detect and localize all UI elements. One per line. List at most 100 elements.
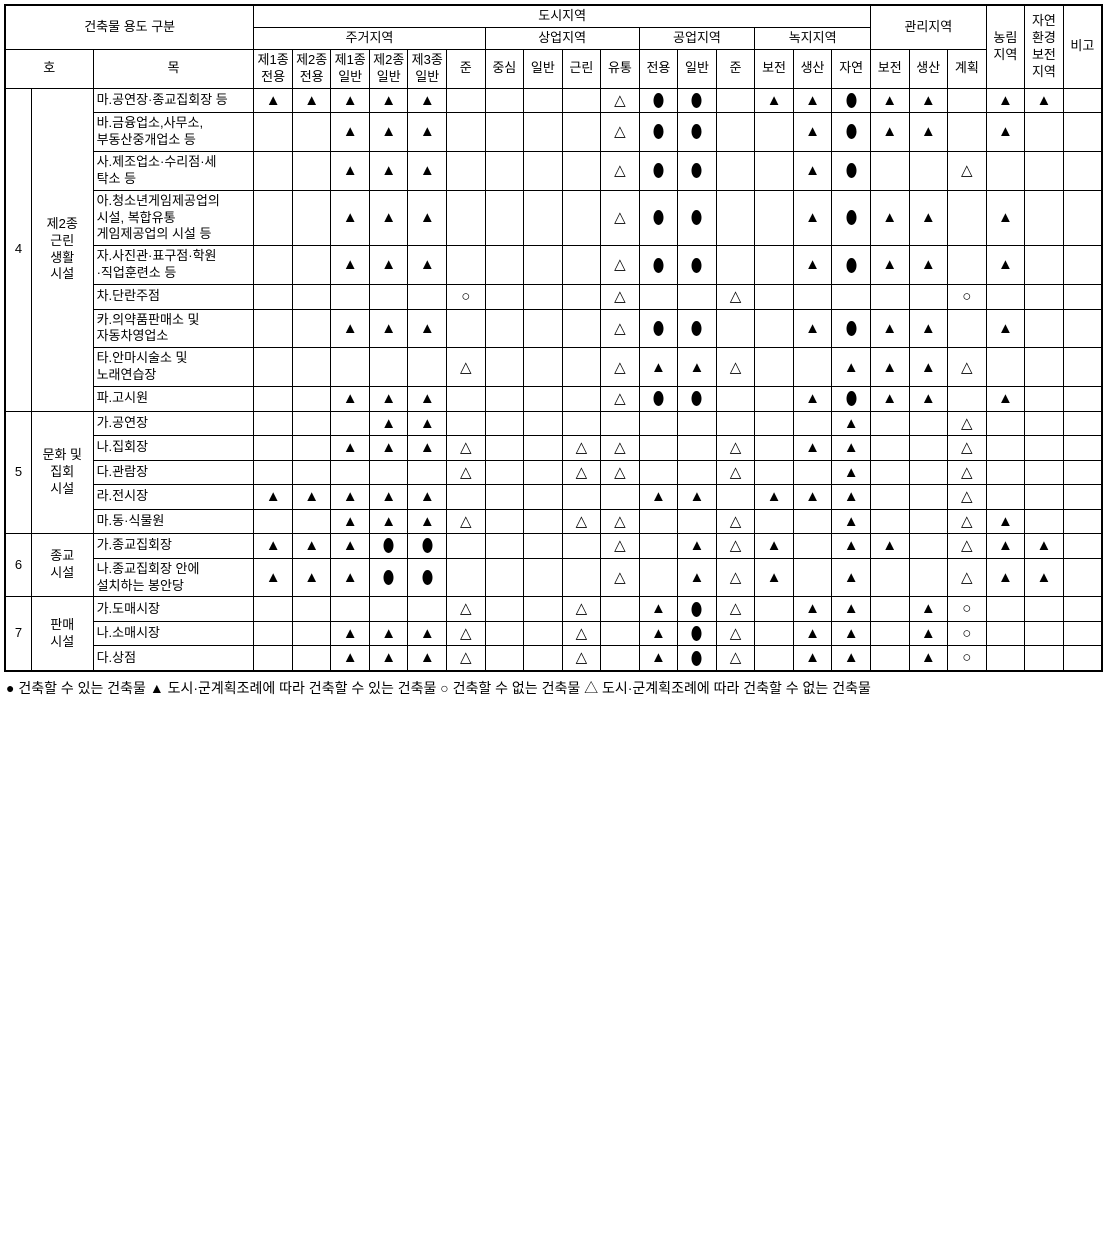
symbol-cell: ▲ bbox=[909, 113, 948, 152]
symbol-cell: ▲ bbox=[793, 151, 832, 190]
symbol-cell: ▲ bbox=[909, 88, 948, 113]
symbol-cell bbox=[292, 411, 331, 436]
symbol-cell: ▲ bbox=[793, 113, 832, 152]
hdr-remark: 비고 bbox=[1063, 5, 1102, 88]
group-number: 7 bbox=[5, 597, 31, 671]
row-description: 카.의약품판매소 및 자동차영업소 bbox=[93, 309, 254, 348]
symbol-cell bbox=[1025, 436, 1064, 461]
row-description: 아.청소년게임제공업의 시설, 복합유통 게임제공업의 시설 등 bbox=[93, 190, 254, 246]
hdr-res1: 제1종 전용 bbox=[254, 49, 293, 88]
symbol-cell bbox=[832, 246, 871, 285]
symbol-cell bbox=[1063, 387, 1102, 412]
symbol-cell bbox=[793, 285, 832, 310]
symbol-cell bbox=[369, 597, 408, 622]
symbol-cell bbox=[254, 646, 293, 671]
symbol-cell: ▲ bbox=[639, 485, 678, 510]
symbol-cell bbox=[755, 246, 794, 285]
symbol-cell bbox=[485, 285, 524, 310]
symbol-cell: △ bbox=[447, 597, 486, 622]
symbol-cell bbox=[986, 597, 1025, 622]
symbol-cell bbox=[639, 534, 678, 559]
symbol-cell: ▲ bbox=[986, 509, 1025, 534]
symbol-cell bbox=[870, 285, 909, 310]
symbol-cell bbox=[793, 509, 832, 534]
symbol-cell bbox=[292, 387, 331, 412]
symbol-cell bbox=[485, 646, 524, 671]
symbol-cell bbox=[485, 460, 524, 485]
table-row: 다.관람장△△△△▲△ bbox=[5, 460, 1102, 485]
symbol-cell: ▲ bbox=[909, 348, 948, 387]
symbol-cell bbox=[447, 246, 486, 285]
symbol-cell bbox=[948, 309, 987, 348]
symbol-cell bbox=[1025, 190, 1064, 246]
building-usage-table: 건축물 용도 구분 도시지역 관리지역 농림 지역 자연 환경 보전 지역 비고… bbox=[4, 4, 1103, 672]
row-description: 가.종교집회장 bbox=[93, 534, 254, 559]
symbol-cell bbox=[292, 246, 331, 285]
symbol-cell bbox=[678, 190, 717, 246]
symbol-cell: △ bbox=[601, 88, 640, 113]
symbol-cell: ▲ bbox=[986, 190, 1025, 246]
symbol-cell bbox=[1025, 485, 1064, 510]
table-row: 자.사진관·표구점·학원 ·직업훈련소 등▲▲▲△▲▲▲▲ bbox=[5, 246, 1102, 285]
symbol-cell: ▲ bbox=[369, 309, 408, 348]
symbol-cell bbox=[755, 597, 794, 622]
symbol-cell bbox=[793, 460, 832, 485]
symbol-cell bbox=[870, 460, 909, 485]
symbol-cell bbox=[485, 190, 524, 246]
symbol-cell bbox=[755, 309, 794, 348]
row-description: 나.종교집회장 안에 설치하는 봉안당 bbox=[93, 558, 254, 597]
symbol-cell bbox=[1063, 285, 1102, 310]
symbol-cell: △ bbox=[601, 436, 640, 461]
hdr-grn2: 생산 bbox=[793, 49, 832, 88]
symbol-cell bbox=[524, 621, 563, 646]
symbol-cell: △ bbox=[601, 387, 640, 412]
symbol-cell bbox=[755, 151, 794, 190]
symbol-cell bbox=[292, 436, 331, 461]
symbol-cell bbox=[678, 309, 717, 348]
symbol-cell: ▲ bbox=[331, 309, 370, 348]
symbol-cell bbox=[524, 309, 563, 348]
symbol-cell bbox=[716, 309, 755, 348]
symbol-cell: △ bbox=[948, 348, 987, 387]
symbol-cell bbox=[909, 460, 948, 485]
symbol-cell bbox=[408, 285, 447, 310]
symbol-cell: △ bbox=[716, 436, 755, 461]
symbol-cell bbox=[716, 387, 755, 412]
symbol-cell bbox=[292, 113, 331, 152]
symbol-cell: ▲ bbox=[832, 436, 871, 461]
symbol-cell: ▲ bbox=[292, 558, 331, 597]
symbol-cell bbox=[562, 534, 601, 559]
symbol-cell bbox=[292, 646, 331, 671]
symbol-cell bbox=[447, 558, 486, 597]
symbol-cell: ▲ bbox=[986, 88, 1025, 113]
hdr-green: 녹지지역 bbox=[755, 27, 871, 49]
symbol-cell bbox=[870, 151, 909, 190]
symbol-cell bbox=[524, 485, 563, 510]
symbol-cell: ▲ bbox=[870, 387, 909, 412]
symbol-cell bbox=[1025, 509, 1064, 534]
symbol-cell bbox=[331, 285, 370, 310]
symbol-cell bbox=[755, 285, 794, 310]
group-number: 4 bbox=[5, 88, 31, 411]
hdr-res5: 제3종 일반 bbox=[408, 49, 447, 88]
symbol-cell: ▲ bbox=[639, 621, 678, 646]
row-description: 나.집회장 bbox=[93, 436, 254, 461]
table-row: 다.상점▲▲▲△△▲△▲▲▲○ bbox=[5, 646, 1102, 671]
symbol-cell: ▲ bbox=[331, 621, 370, 646]
symbol-cell bbox=[639, 88, 678, 113]
symbol-cell: ▲ bbox=[408, 436, 447, 461]
symbol-cell bbox=[447, 151, 486, 190]
symbol-cell: ▲ bbox=[369, 88, 408, 113]
symbol-cell bbox=[254, 113, 293, 152]
symbol-cell: △ bbox=[948, 436, 987, 461]
symbol-cell bbox=[447, 113, 486, 152]
symbol-cell bbox=[524, 436, 563, 461]
symbol-cell: ▲ bbox=[793, 621, 832, 646]
symbol-cell: △ bbox=[562, 436, 601, 461]
symbol-cell bbox=[562, 88, 601, 113]
symbol-cell bbox=[755, 509, 794, 534]
symbol-cell bbox=[292, 460, 331, 485]
table-row: 4제2종 근린 생활 시설마.공연장·종교집회장 등▲▲▲▲▲△▲▲▲▲▲▲ bbox=[5, 88, 1102, 113]
symbol-cell bbox=[485, 411, 524, 436]
symbol-cell bbox=[1063, 485, 1102, 510]
